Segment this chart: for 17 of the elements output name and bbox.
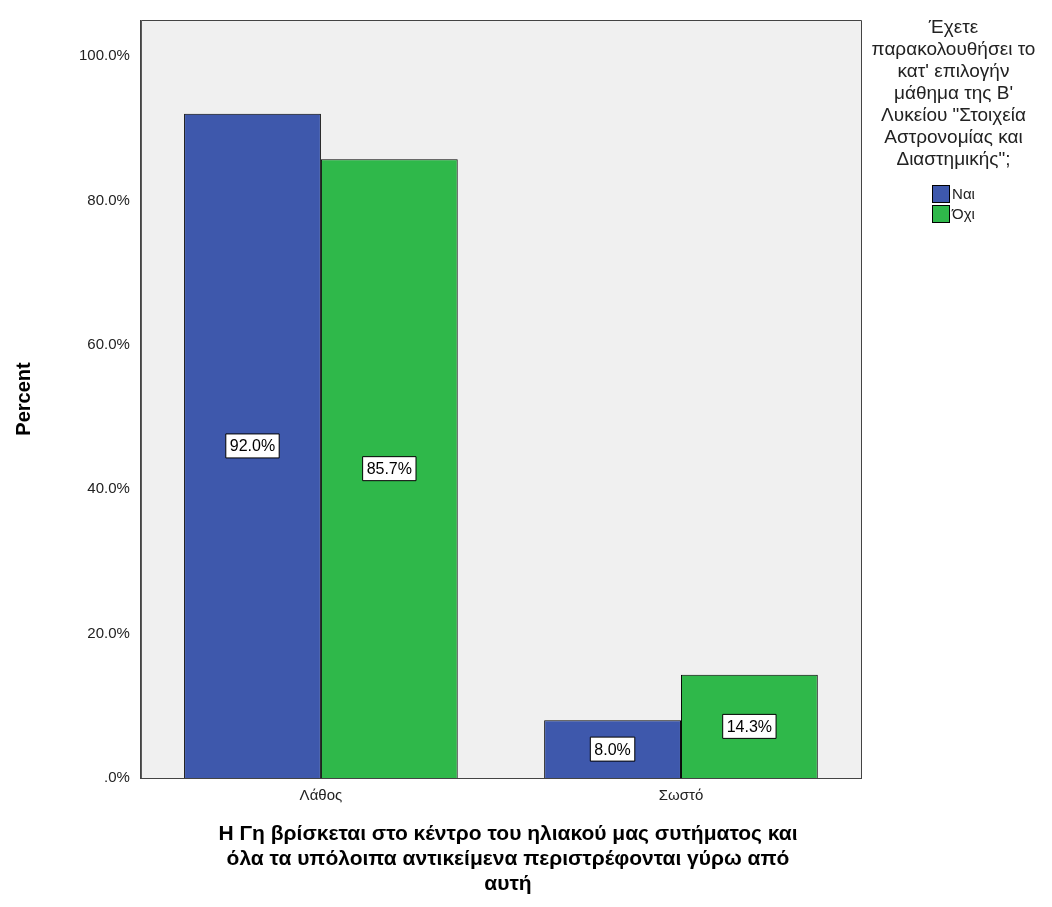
data-label: 85.7% bbox=[366, 460, 412, 478]
y-tick-label: 20.0% bbox=[87, 623, 130, 641]
y-tick-label: 100.0% bbox=[79, 46, 130, 64]
legend-label: Όχι bbox=[952, 204, 975, 224]
data-label: 92.0% bbox=[229, 437, 276, 455]
legend-title: Έχετε παρακολουθήσει το κατ' επιλογήν μάθημα της Β' Λυκείου "Στοιχεία Αστρονομίας και Διαστημικής"; bbox=[870, 16, 1037, 170]
x-tick-label: Λάθος bbox=[299, 786, 343, 804]
y-tick-label: 40.0% bbox=[87, 479, 130, 497]
y-tick-label: 80.0% bbox=[87, 190, 130, 208]
x-axis-title: Η Γη βρίσκεται στο κέντρο του ηλιακού μας συτήματος και όλα τα υπόλοιπα αντικείμενα περιστρέφονται γύρω από αυτή bbox=[218, 820, 798, 895]
y-axis-title: Percent bbox=[11, 361, 34, 436]
data-label: 8.0% bbox=[594, 740, 631, 758]
legend-label: Ναι bbox=[952, 184, 975, 204]
data-label: 14.3% bbox=[726, 717, 773, 735]
x-tick-label: Σωστό bbox=[658, 786, 704, 804]
y-tick-label: 60.0% bbox=[87, 335, 130, 352]
y-tick-label: .0% bbox=[104, 768, 130, 786]
